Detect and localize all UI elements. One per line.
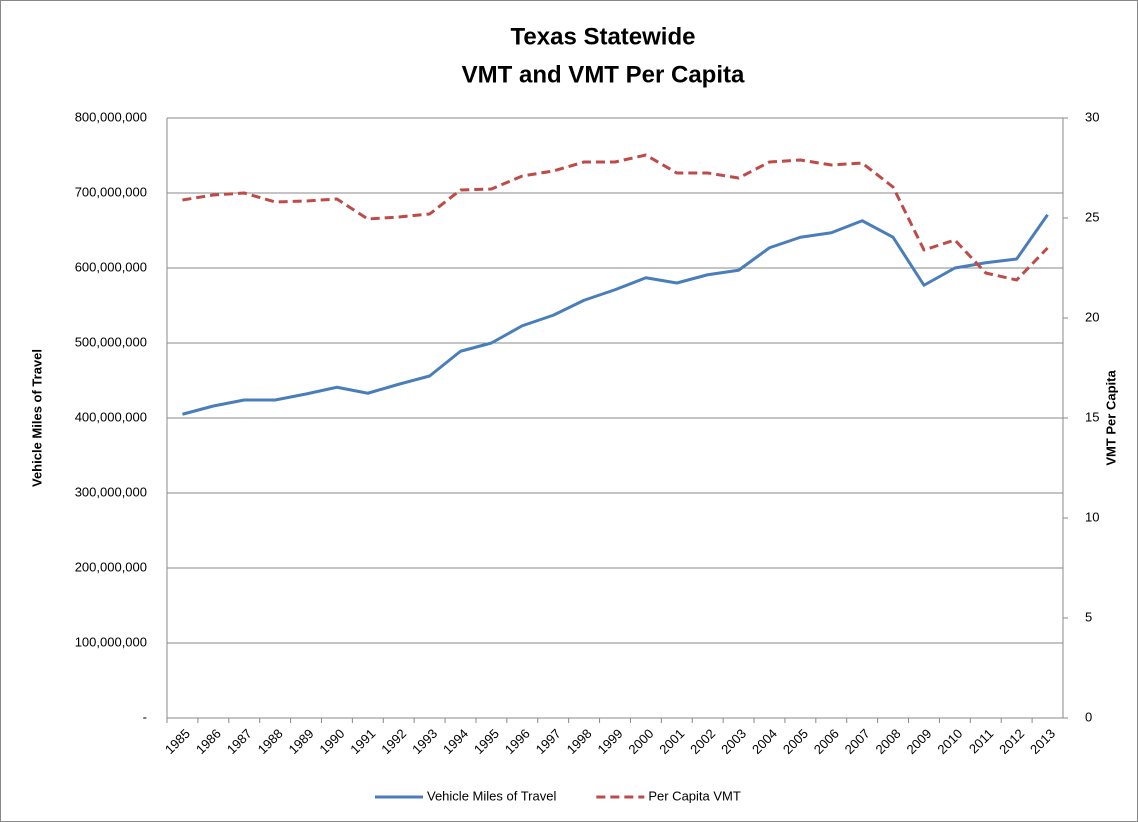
y-tick-label: 100,000,000: [75, 634, 147, 649]
y-tick-label: 700,000,000: [75, 184, 147, 199]
y2-tick-label: 30: [1085, 109, 1099, 124]
series-line: [182, 153, 1049, 282]
legend-label: Vehicle Miles of Travel: [427, 788, 556, 803]
y-tick-label: 600,000,000: [75, 259, 147, 274]
y2-axis-title: VMT Per Capita: [1103, 370, 1118, 466]
series-line: [182, 213, 1049, 416]
y-tick-label: 400,000,000: [75, 409, 147, 424]
y-tick-label: 800,000,000: [75, 109, 147, 124]
legend-label: Per Capita VMT: [648, 788, 741, 803]
y-axis-title: Vehicle Miles of Travel: [29, 349, 44, 487]
y-tick-label: 500,000,000: [75, 334, 147, 349]
y2-tick-label: 15: [1085, 409, 1099, 424]
y2-tick-label: 20: [1085, 309, 1099, 324]
y-tick-label: 200,000,000: [75, 559, 147, 574]
y-tick-label: 300,000,000: [75, 484, 147, 499]
chart-title: VMT and VMT Per Capita: [462, 61, 745, 88]
y2-tick-label: 0: [1085, 709, 1092, 724]
y-tick-label: -: [143, 709, 147, 724]
y2-tick-label: 5: [1085, 609, 1092, 624]
chart-title: Texas Statewide: [511, 23, 696, 50]
y2-tick-label: 25: [1085, 209, 1099, 224]
y2-tick-label: 10: [1085, 509, 1099, 524]
